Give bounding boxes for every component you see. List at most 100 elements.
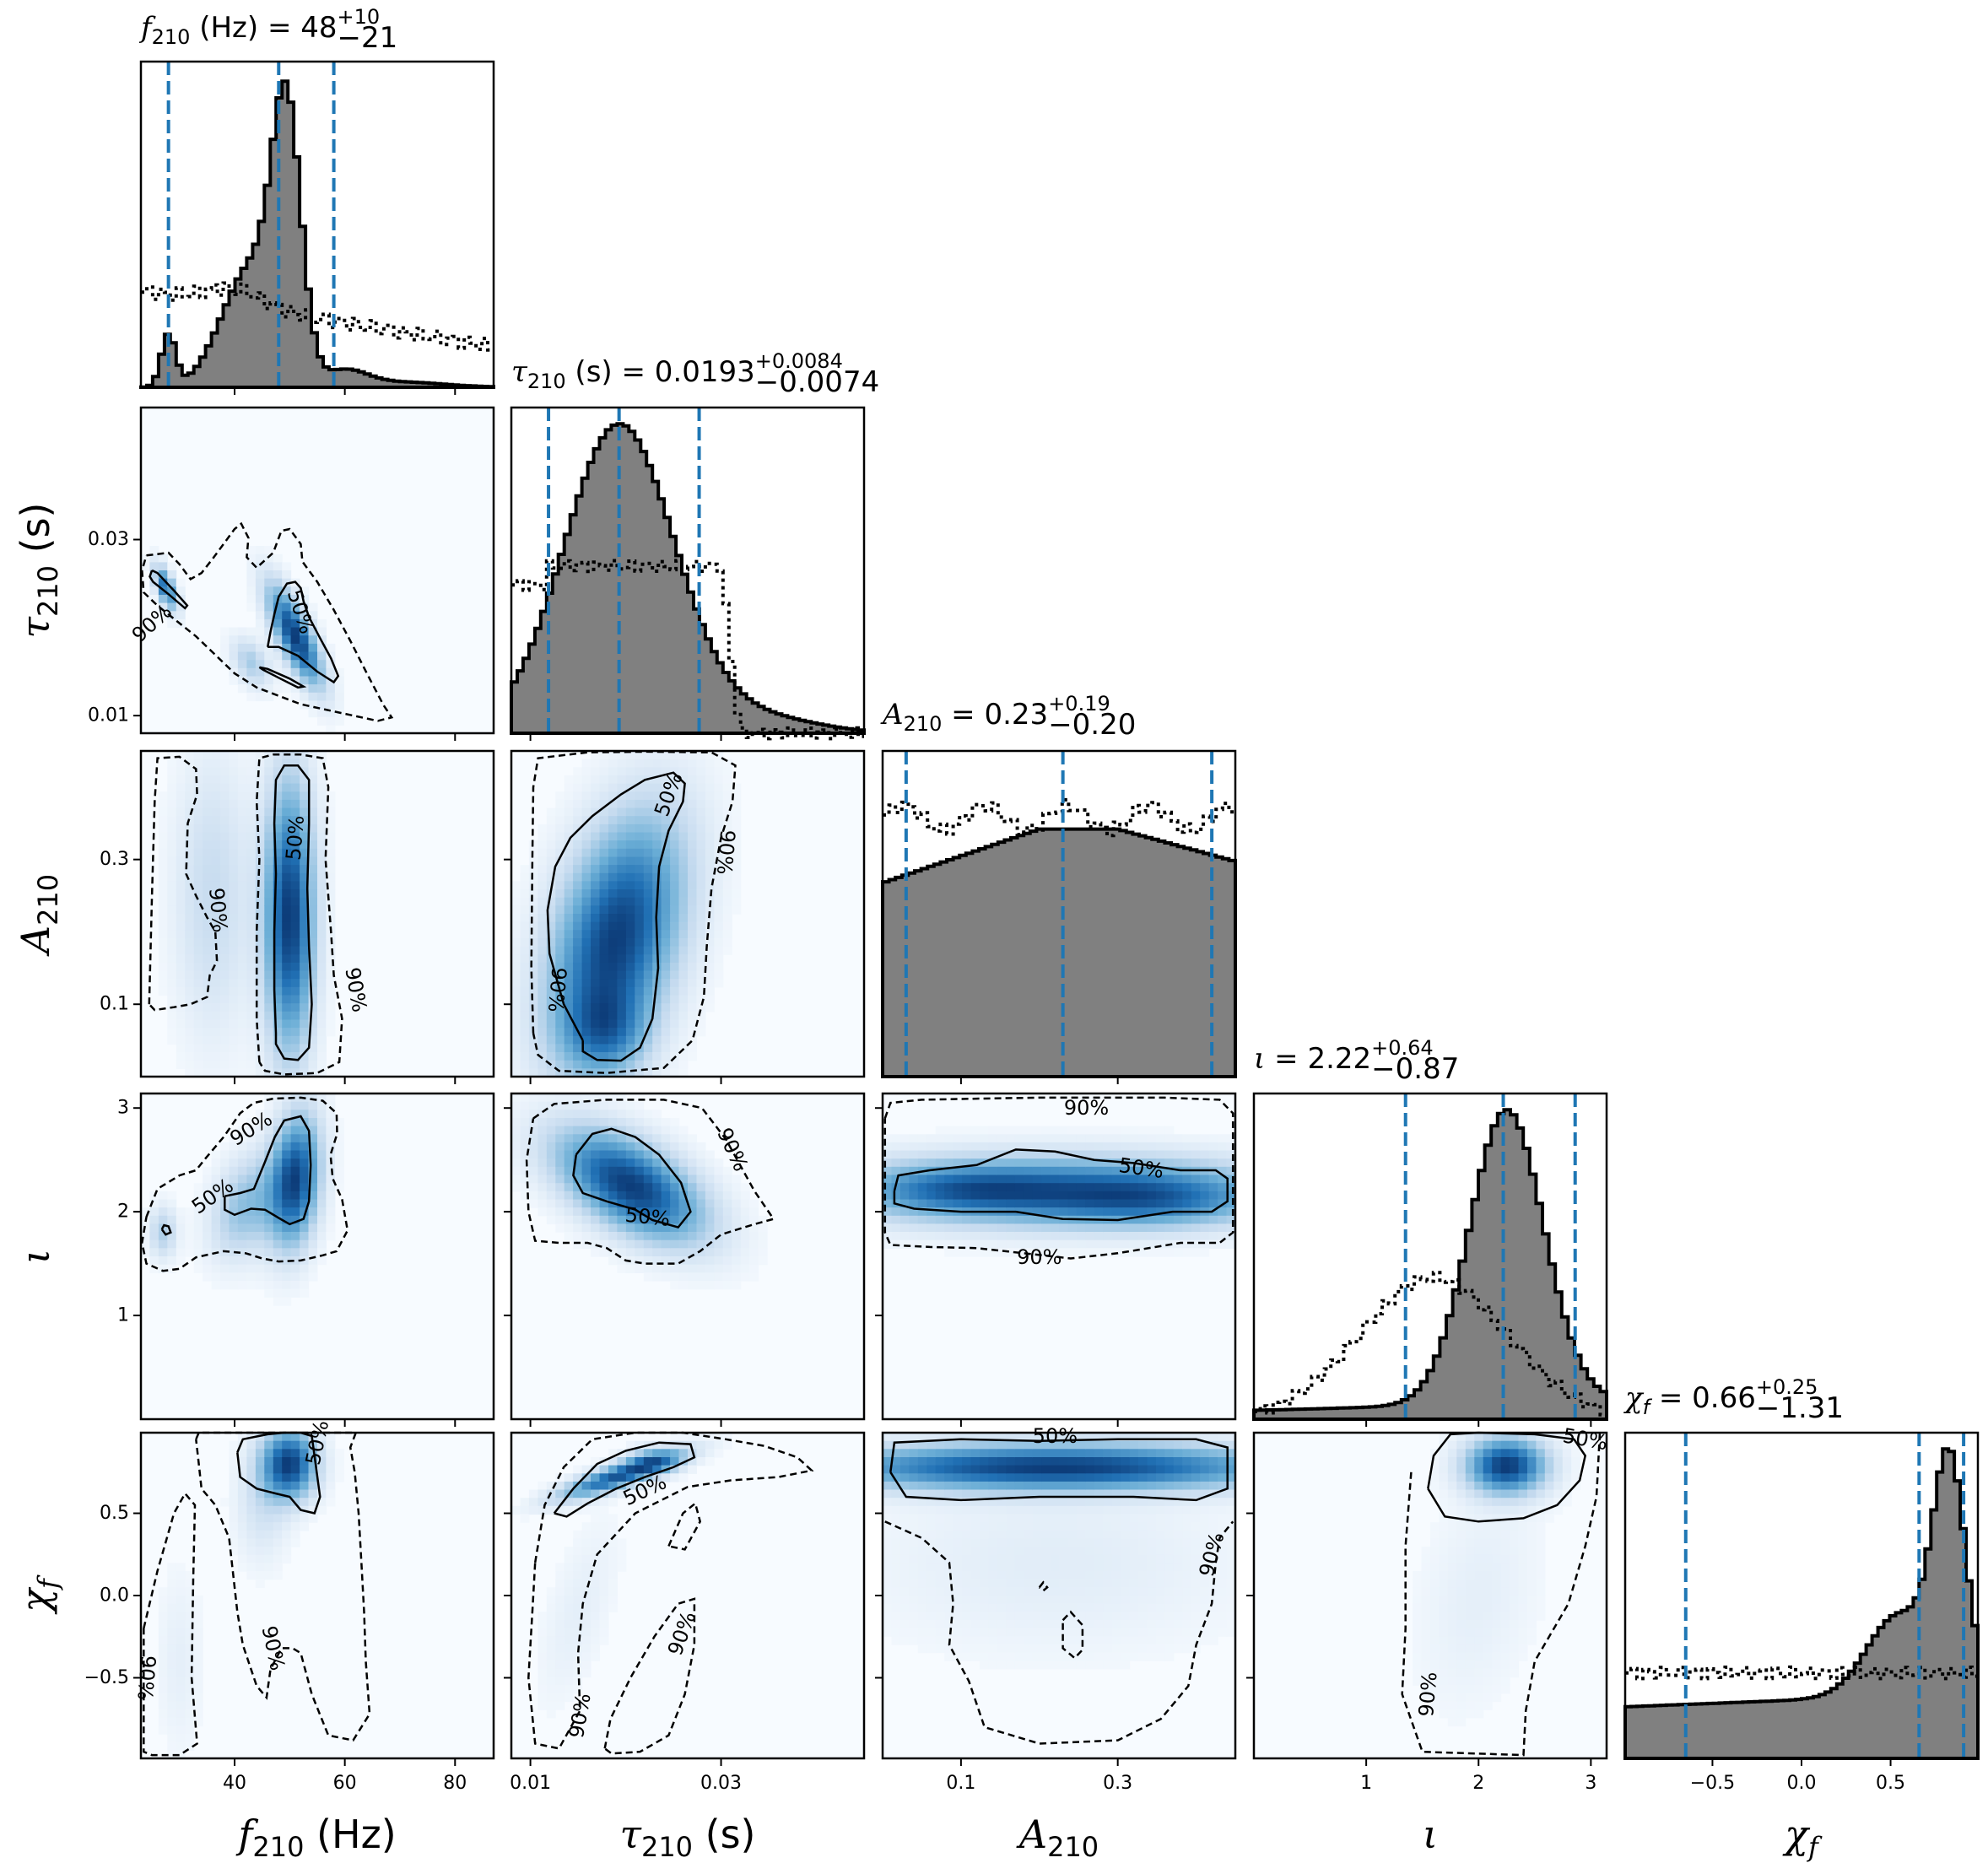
density-cell — [899, 1166, 910, 1176]
density-cell — [1076, 1505, 1086, 1515]
density-cell — [643, 1035, 653, 1045]
density-cell — [970, 1174, 980, 1184]
density-cell — [229, 848, 239, 858]
density-cell — [520, 1191, 530, 1201]
density-cell — [149, 1215, 159, 1225]
density-cell — [591, 962, 600, 972]
density-cell — [334, 1150, 344, 1159]
density-cell — [643, 1134, 653, 1143]
density-cell — [237, 1498, 247, 1507]
density-cell — [573, 1587, 583, 1596]
density-cell — [581, 1660, 592, 1670]
density-cell — [599, 1166, 609, 1176]
density-cell — [643, 946, 653, 955]
density-cell — [273, 848, 283, 858]
density-cell — [749, 1264, 759, 1273]
density-cell — [652, 1272, 662, 1282]
density-cell — [220, 946, 230, 955]
density-cell — [883, 1505, 892, 1515]
density-cell — [573, 1596, 583, 1605]
density-cell — [643, 832, 653, 841]
density-cell — [696, 1457, 706, 1466]
density-cell — [899, 1522, 910, 1531]
density-cell — [714, 872, 724, 883]
density-cell — [696, 1191, 706, 1201]
density-cell — [167, 954, 177, 964]
density-cell — [944, 1522, 954, 1531]
density-cell — [237, 930, 247, 939]
density-cell — [290, 1134, 300, 1143]
density-cell — [661, 1264, 671, 1273]
density-cell — [246, 1028, 257, 1037]
density-cell — [678, 1134, 689, 1143]
density-cell — [608, 946, 618, 955]
density-cell — [520, 889, 530, 899]
density-cell — [591, 1060, 600, 1069]
density-cell — [167, 1693, 177, 1703]
panel-frame — [510, 1092, 866, 1421]
density-cell — [246, 1223, 257, 1233]
y-tick-label: 0.03 — [88, 529, 129, 550]
density-cell — [246, 643, 257, 653]
density-cell — [273, 946, 283, 955]
density-cell — [237, 1481, 247, 1491]
density-cell — [1041, 1449, 1051, 1458]
density-cell — [917, 1538, 927, 1547]
density-cell — [203, 1068, 213, 1077]
density-cell — [678, 1035, 689, 1045]
density-cell — [300, 865, 310, 874]
density-cell — [185, 905, 195, 915]
density-cell — [661, 1052, 671, 1061]
density-cell — [652, 995, 662, 1004]
density-cell — [167, 1742, 177, 1751]
density-cell — [185, 791, 195, 801]
density-cell — [944, 1620, 954, 1629]
density-cell — [988, 1142, 998, 1152]
density-cell — [264, 1505, 274, 1515]
density-cell — [300, 1239, 310, 1249]
density-cell — [599, 783, 609, 792]
density-cell — [1076, 1652, 1086, 1661]
density-cell — [237, 799, 247, 809]
density-cell — [617, 816, 627, 825]
density-cell — [158, 970, 168, 980]
density-cell — [246, 946, 257, 955]
density-cell — [308, 938, 318, 948]
density-cell — [988, 1215, 998, 1225]
density-cell — [617, 1554, 627, 1564]
density-cell — [953, 1158, 963, 1168]
density-cell — [1094, 1191, 1104, 1201]
density-cell — [264, 676, 274, 685]
density-cell — [1041, 1199, 1051, 1208]
density-cell — [1014, 1652, 1024, 1661]
density-cell — [220, 962, 230, 972]
density-cell — [661, 1174, 671, 1184]
density-cell — [564, 1183, 574, 1192]
density-cell — [167, 767, 177, 776]
density-cell — [714, 832, 724, 841]
density-cell — [264, 627, 274, 636]
density-cell — [608, 986, 618, 996]
density-cell — [290, 1068, 300, 1077]
density-cell — [203, 1191, 213, 1201]
density-cell — [1121, 1660, 1131, 1670]
density-cell — [255, 1019, 265, 1029]
density-cell — [317, 1068, 327, 1077]
density-cell — [617, 807, 627, 817]
density-cell — [264, 1281, 274, 1290]
density-cell — [1138, 1191, 1148, 1201]
density-cell — [564, 1174, 574, 1184]
density-cell — [573, 1685, 583, 1694]
density-cell — [935, 1433, 945, 1442]
density-cell — [635, 881, 645, 890]
density-cell — [988, 1554, 998, 1564]
density-cell — [1129, 1652, 1139, 1661]
density-cell — [652, 1142, 662, 1152]
density-cell — [1147, 1142, 1157, 1152]
density-cell — [176, 1660, 186, 1670]
density-cell — [282, 667, 292, 678]
density-cell — [591, 1166, 600, 1176]
density-cell — [220, 979, 230, 988]
density-cell — [203, 954, 213, 964]
density-cell — [1041, 1440, 1051, 1450]
